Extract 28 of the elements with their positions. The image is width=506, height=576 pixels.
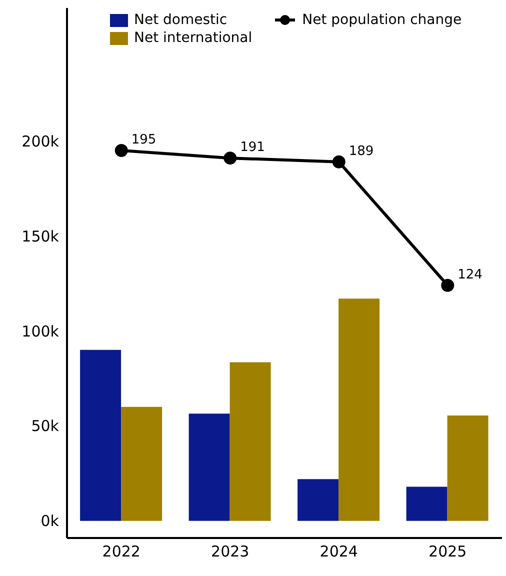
x-tick-label: 2023 — [211, 542, 250, 561]
y-tick-label: 100k — [22, 322, 60, 340]
point — [224, 152, 237, 165]
y-tick-label: 50k — [31, 417, 60, 436]
x-tick-label: 2022 — [102, 542, 140, 561]
data-label: 189 — [348, 144, 374, 159]
data-label: 195 — [131, 132, 156, 148]
bar — [338, 298, 380, 521]
y-tick-label: 0k — [40, 512, 60, 530]
legend-label: Net domestic — [134, 12, 228, 28]
legend-label: Net international — [134, 30, 252, 46]
x-tick-label: 2024 — [320, 542, 358, 561]
bar — [188, 414, 230, 521]
point — [441, 278, 454, 292]
legend-label: Net population change — [302, 12, 462, 28]
bar — [80, 350, 122, 521]
y-tick-label: 200k — [22, 132, 60, 150]
bar — [121, 406, 162, 521]
data-label: 124 — [458, 267, 482, 282]
x-tick-label: 2025 — [428, 542, 467, 561]
bar — [298, 479, 339, 521]
point — [114, 144, 128, 157]
bar — [406, 486, 448, 521]
bar — [230, 362, 271, 521]
y-tick-label: 150k — [22, 227, 60, 246]
data-label: 191 — [240, 140, 265, 156]
point — [332, 155, 346, 168]
bar — [447, 415, 488, 521]
